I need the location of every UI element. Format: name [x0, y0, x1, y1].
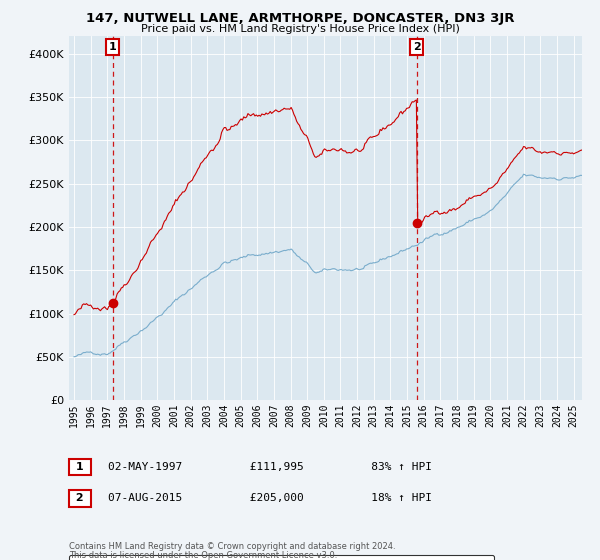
- Text: 02-MAY-1997          £111,995          83% ↑ HPI: 02-MAY-1997 £111,995 83% ↑ HPI: [108, 462, 432, 472]
- Text: 147, NUTWELL LANE, ARMTHORPE, DONCASTER, DN3 3JR: 147, NUTWELL LANE, ARMTHORPE, DONCASTER,…: [86, 12, 514, 25]
- Text: 2: 2: [72, 493, 88, 503]
- Text: 1: 1: [72, 462, 88, 472]
- Text: 07-AUG-2015          £205,000          18% ↑ HPI: 07-AUG-2015 £205,000 18% ↑ HPI: [108, 493, 432, 503]
- Text: 2: 2: [413, 42, 421, 52]
- Text: Price paid vs. HM Land Registry's House Price Index (HPI): Price paid vs. HM Land Registry's House …: [140, 24, 460, 34]
- Text: This data is licensed under the Open Government Licence v3.0.: This data is licensed under the Open Gov…: [69, 551, 337, 560]
- Legend: 147, NUTWELL LANE, ARMTHORPE, DONCASTER, DN3 3JR (detached house), HPI: Average : 147, NUTWELL LANE, ARMTHORPE, DONCASTER,…: [69, 554, 494, 560]
- Text: 1: 1: [109, 42, 116, 52]
- Text: Contains HM Land Registry data © Crown copyright and database right 2024.: Contains HM Land Registry data © Crown c…: [69, 542, 395, 551]
